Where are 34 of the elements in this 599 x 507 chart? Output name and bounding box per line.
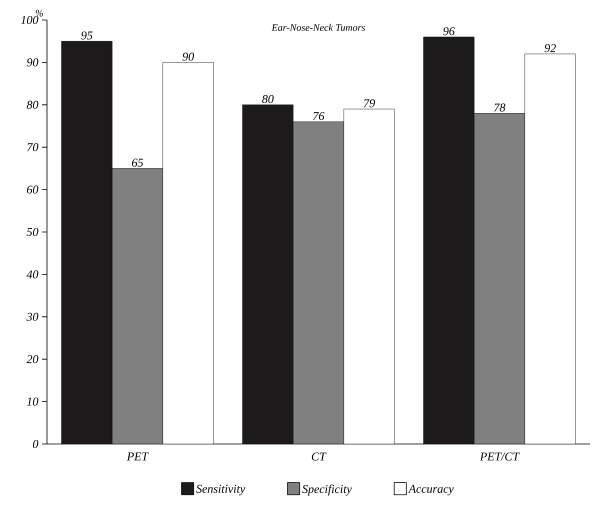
y-tick-label: 50 — [26, 228, 38, 236]
y-tick-label: 0 — [32, 440, 38, 448]
y-tick-label: 70 — [27, 143, 38, 152]
data-label: 80 — [262, 95, 274, 104]
bar — [61, 40, 112, 444]
bar — [112, 168, 164, 444]
data-label: 90 — [182, 52, 194, 61]
y-tick-label: 20 — [26, 355, 38, 364]
y-tick-label: 100 — [20, 16, 38, 24]
data-label: 95 — [81, 31, 92, 40]
bar — [423, 36, 474, 444]
y-tick-label: 80 — [26, 100, 38, 109]
x-tick-label: CT — [312, 452, 327, 461]
data-label: 96 — [443, 27, 455, 36]
data-label: 92 — [544, 44, 556, 52]
bar — [292, 122, 344, 444]
data-label: 76 — [313, 112, 324, 120]
data-label: 65 — [132, 158, 144, 167]
y-tick-label: 90 — [26, 58, 38, 66]
data-label: 79 — [364, 99, 375, 108]
legend-label: Accuracy — [408, 484, 454, 496]
legend-label: Sensitivity — [196, 484, 246, 496]
x-tick-label: PET/CT — [480, 452, 520, 461]
y-tick-label: 40 — [26, 270, 38, 278]
bar — [242, 104, 294, 444]
y-axis-title: % — [36, 10, 43, 16]
y-tick-label: 10 — [26, 398, 38, 406]
data-label: 78 — [494, 104, 506, 112]
bar — [474, 113, 526, 444]
y-tick-label: 30 — [26, 312, 38, 321]
x-tick-label: PET — [126, 452, 149, 460]
legend-label: Specificity — [302, 484, 352, 496]
chart-title: Ear-Nose-Neck Tumors — [272, 24, 366, 31]
y-tick-label: 60 — [27, 186, 38, 194]
